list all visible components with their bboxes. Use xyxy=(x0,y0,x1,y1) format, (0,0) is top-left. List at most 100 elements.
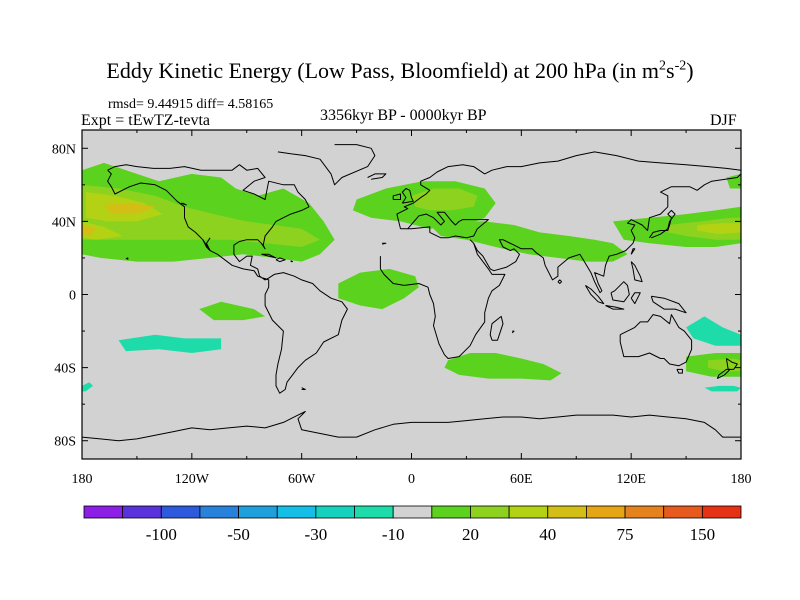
contour-region-green xyxy=(444,353,562,381)
colorbar-swatch xyxy=(701,505,742,519)
coastline-layer xyxy=(81,144,742,442)
coastline xyxy=(725,358,738,370)
coastline xyxy=(392,193,401,200)
lon-label: 60W xyxy=(288,472,316,487)
contour-region-yellow xyxy=(82,225,97,236)
coastline xyxy=(261,253,277,259)
colorbar-label: -100 xyxy=(146,525,177,544)
colorbar-label: 150 xyxy=(690,525,716,544)
colorbar-swatch xyxy=(624,505,665,519)
lat-label: 0 xyxy=(69,289,76,304)
coastline xyxy=(676,368,683,374)
title-unit-s: s xyxy=(666,58,675,83)
colorbar-label: -50 xyxy=(227,525,250,544)
lon-label: 120W xyxy=(175,472,210,487)
contour-region-green xyxy=(199,301,266,321)
colorbar-swatch xyxy=(354,505,394,519)
coastline xyxy=(605,305,625,310)
coastline xyxy=(557,279,563,284)
contour-region-cyan xyxy=(118,334,222,353)
title-text: Eddy Kinetic Energy (Low Pass, Bloomfiel… xyxy=(106,58,659,83)
contour-region-green xyxy=(338,268,419,310)
coastline xyxy=(511,330,515,334)
colorbar-swatch xyxy=(276,505,317,519)
contour-fill-layer xyxy=(82,130,741,459)
coastline xyxy=(107,164,348,394)
coastline xyxy=(489,315,504,341)
coastline xyxy=(716,368,731,380)
coastline xyxy=(290,260,293,263)
axis-ticks xyxy=(81,130,742,459)
colorbar-swatch xyxy=(83,505,124,519)
coastline xyxy=(367,173,387,180)
colorbar-label: 75 xyxy=(617,525,634,544)
coastline xyxy=(630,248,636,255)
lat-label: 40N xyxy=(52,215,76,230)
lat-label: 80S xyxy=(54,435,76,450)
axis-labels: 80N 40N 0 40S 80S 180 120W 60W 0 60E 120E 180 xyxy=(52,142,752,487)
colorbar-label: 40 xyxy=(539,525,556,544)
colorbar-swatch xyxy=(199,505,239,519)
coastline xyxy=(396,151,742,229)
colorbar-swatch xyxy=(663,505,703,519)
lon-label: 180 xyxy=(72,472,93,487)
contour-region-yellowgreen xyxy=(697,223,741,235)
coastline xyxy=(619,314,693,367)
colorbar-swatch xyxy=(392,505,433,519)
coastline xyxy=(382,242,387,245)
colorbar-swatch xyxy=(470,505,510,519)
coastline xyxy=(125,257,129,260)
coastline xyxy=(473,173,742,294)
colorbar: -100 -50 -30 -10 20 40 75 150 xyxy=(83,505,742,544)
contour-region-cyan xyxy=(704,385,741,392)
contour-region-yellow xyxy=(104,203,156,215)
coastline xyxy=(401,188,414,204)
contour-region-cyan xyxy=(686,316,741,346)
plot-title: Eddy Kinetic Energy (Low Pass, Bloomfiel… xyxy=(0,58,800,84)
title-close-paren: ) xyxy=(686,58,694,83)
colorbar-swatch xyxy=(431,505,471,519)
coastline xyxy=(81,411,741,442)
title-superscript-2: 2 xyxy=(659,58,666,74)
contour-region-lightgreen xyxy=(708,358,741,372)
lon-label: 0 xyxy=(408,472,415,487)
contour-region-cyan xyxy=(82,382,93,392)
title-superscript-minus-2: -2 xyxy=(674,58,687,74)
period-label: 3356kyr BP - 0000kyr BP xyxy=(320,107,487,124)
colorbar-swatch xyxy=(586,505,626,519)
coastline xyxy=(400,211,489,239)
colorbar-swatch xyxy=(122,505,162,519)
contour-region-lightgreen xyxy=(411,188,478,211)
coastline xyxy=(180,202,187,206)
coastline xyxy=(650,295,687,314)
experiment-label: Expt = tEwTZ-tevta xyxy=(81,112,210,129)
colorbar-label: -30 xyxy=(305,525,328,544)
season-label: DJF xyxy=(710,112,737,129)
coastline xyxy=(584,284,605,305)
colorbar-swatch xyxy=(508,505,549,519)
contour-region-yellowgreen xyxy=(82,221,123,240)
coastline xyxy=(379,239,506,359)
colorbar-label: 20 xyxy=(462,525,479,544)
colorbar-swatch xyxy=(547,505,587,519)
coastline xyxy=(610,281,630,303)
lon-label: 120E xyxy=(616,472,646,487)
contour-region-lightgreen xyxy=(82,184,320,247)
lon-label: 60E xyxy=(510,472,533,487)
coastline xyxy=(275,257,286,263)
coastline xyxy=(202,237,211,252)
coastline xyxy=(277,144,376,186)
coastline xyxy=(630,261,643,283)
colorbar-swatch xyxy=(238,505,278,519)
contour-region-green xyxy=(429,221,628,262)
colorbar-label: -10 xyxy=(382,525,405,544)
coastline xyxy=(301,387,306,390)
colorbar-swatch xyxy=(160,505,201,519)
lon-label: 180 xyxy=(731,472,752,487)
lat-label: 80N xyxy=(52,142,76,157)
coastline xyxy=(630,292,641,305)
colorbar-swatch xyxy=(315,505,355,519)
lat-label: 40S xyxy=(54,362,76,377)
stats-text: rmsd= 9.44915 diff= 4.58165 xyxy=(108,97,274,112)
